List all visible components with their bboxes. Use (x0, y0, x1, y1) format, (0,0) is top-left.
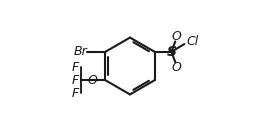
Text: O: O (172, 30, 181, 43)
Text: O: O (88, 74, 98, 87)
Text: F: F (72, 87, 79, 100)
Text: S: S (166, 45, 177, 59)
Text: O: O (172, 61, 181, 74)
Text: F: F (72, 61, 79, 74)
Text: Cl: Cl (186, 35, 199, 48)
Text: Br: Br (74, 45, 87, 58)
Text: F: F (72, 74, 79, 87)
